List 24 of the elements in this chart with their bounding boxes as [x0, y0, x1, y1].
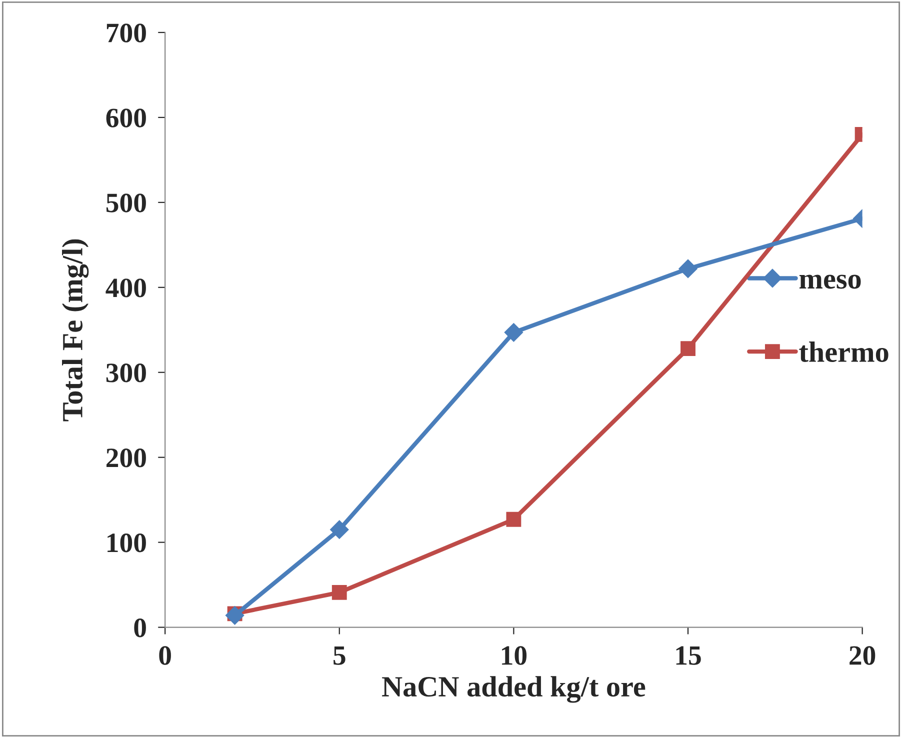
y-tick-label: 600 [106, 108, 146, 128]
y-tick-label: 700 [106, 24, 146, 42]
legend-label: thermo [799, 342, 888, 362]
point [330, 520, 349, 539]
point [506, 512, 522, 527]
y-tick-label: 500 [106, 194, 146, 212]
x-tick-label: 10 [502, 646, 527, 665]
y-tick-label: 300 [106, 364, 146, 382]
point [504, 323, 524, 342]
x-axis-title: NaCN added kg/t ore [382, 676, 646, 703]
legend-label: meso [799, 274, 861, 289]
point [680, 341, 696, 356]
point [225, 606, 244, 625]
point [678, 259, 698, 278]
y-tick-label: 100 [108, 533, 146, 552]
point [332, 584, 347, 600]
x-tick-label: 20 [850, 646, 876, 665]
x-tick-label: 5 [334, 646, 346, 665]
y-tick-label: 200 [106, 448, 146, 468]
x-tick-label: 0 [159, 646, 171, 665]
y-axis-title: Total Fe (mg/l) [62, 239, 89, 422]
y-tick-label: 400 [106, 278, 146, 298]
x-tick-label: 15 [676, 646, 701, 665]
y-tick-label: 0 [134, 618, 146, 638]
